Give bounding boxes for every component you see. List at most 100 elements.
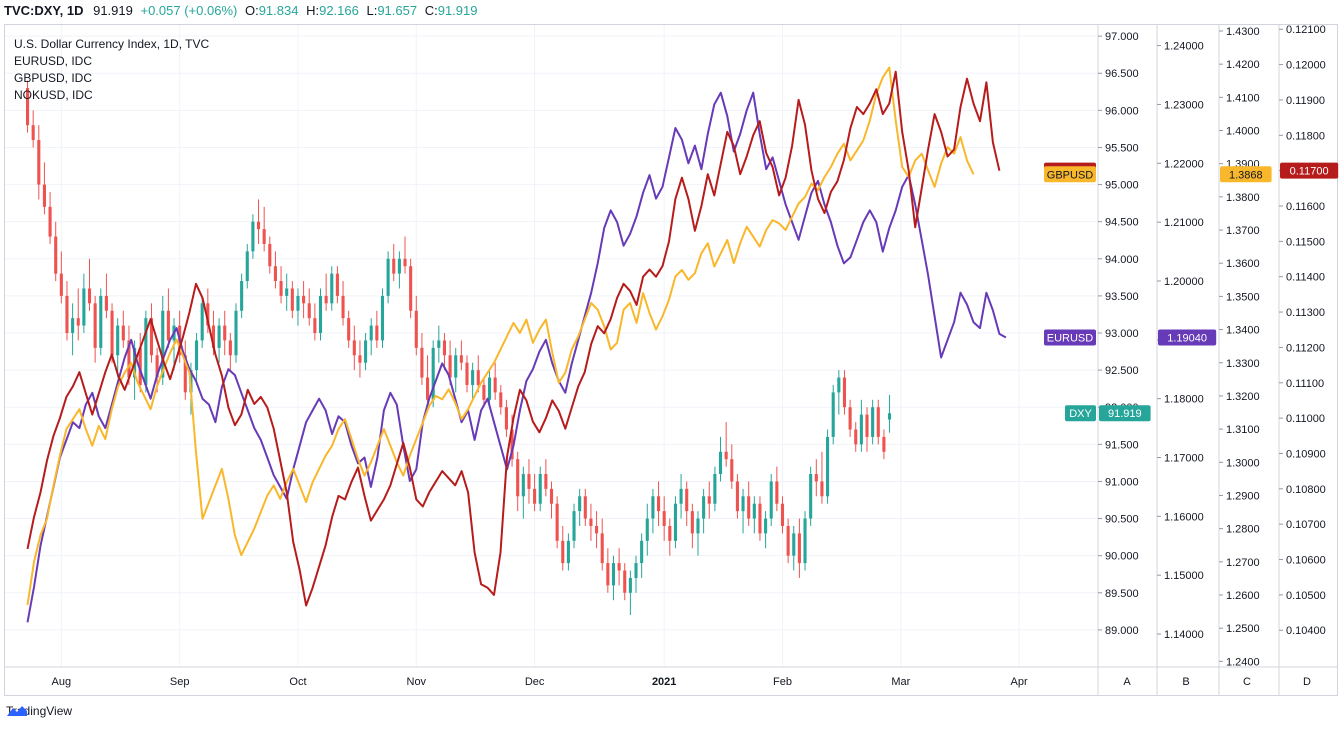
dxy-candle-body [228, 340, 232, 356]
dxy-candle-body [251, 221, 255, 252]
dxy-candle-body [166, 310, 170, 341]
dxy-candle-body [842, 377, 847, 408]
dxy-candle-body [871, 407, 875, 437]
dxy-candle-body [200, 303, 204, 341]
dxy-candle-body [290, 288, 294, 311]
dxy-candle-body [217, 325, 221, 348]
dxy-candle-body [831, 392, 835, 437]
dxy-candle-body [25, 88, 30, 126]
dxy-candle-body [442, 340, 447, 356]
axis-d-tick-label: 0.11900 [1286, 95, 1325, 107]
dxy-candle-body [397, 258, 401, 274]
axis-c-tick-label: 1.4000 [1226, 126, 1260, 138]
dxy-candle-body [651, 496, 655, 519]
eurusd-price-badge [1158, 329, 1217, 346]
dxy-candle-body [392, 258, 396, 274]
axis-c-tick-label: 1.2700 [1226, 557, 1260, 569]
dxy-candle-body [549, 488, 554, 504]
chart-header: TVC:DXY, 1D 91.919 +0.057 (+0.06%) O:91.… [0, 0, 1344, 22]
dxy-candle-body [285, 288, 289, 296]
dxy-candle-body [206, 303, 210, 326]
dxy-candle-body [240, 281, 244, 311]
axis-a-tick-label: 94.000 [1105, 254, 1139, 266]
dxy-candle-body [471, 370, 475, 385]
dxy-candle-body [493, 377, 497, 393]
plot-area[interactable] [25, 66, 1007, 623]
axis-a-tick-label: 96.500 [1105, 68, 1139, 80]
open-value: 91.834 [258, 3, 299, 18]
axis-d-tick-label: 0.10800 [1286, 484, 1326, 496]
axis-c-tick-label: 1.3700 [1226, 225, 1260, 237]
axis-b-tick-label: 1.18000 [1164, 394, 1204, 406]
dxy-candle-body [730, 459, 734, 482]
dxy-candle-body [656, 496, 661, 512]
dxy-candle-body [262, 229, 266, 244]
legend-item-gbpusd[interactable]: GBPUSD, IDC [14, 71, 93, 85]
dxy-candle-body [611, 563, 616, 586]
price-change: +0.057 (+0.06%) [140, 3, 238, 18]
dxy-candle-body [223, 325, 227, 341]
dxy-candle-body [600, 533, 604, 564]
dxy-candle-body [764, 518, 768, 534]
dxy-candle-body [769, 481, 773, 519]
dxy-price-badge-label: 91.919 [1108, 408, 1142, 420]
axis-c-tick-label: 1.3200 [1226, 391, 1260, 403]
x-tick-label: Feb [773, 676, 792, 688]
dxy-candle-body [465, 362, 469, 385]
dxy-candle-body [690, 511, 694, 534]
axis-c-tick-label: 1.3100 [1226, 424, 1260, 436]
chart-legend: U.S. Dollar Currency Index, 1D, TVC EURU… [14, 36, 209, 104]
dxy-candle-body [420, 347, 424, 378]
axis-b-tick-label: 1.22000 [1164, 158, 1204, 170]
close-label: C: [424, 3, 438, 18]
axis-c-tick-label: 1.3500 [1226, 291, 1260, 303]
axis-b-tick-label: 1.17000 [1164, 453, 1204, 465]
axis-a-tick-label: 91.000 [1105, 476, 1139, 488]
axis-b-tick-label: 1.20000 [1164, 276, 1204, 288]
axis-d-tick-label: 0.11500 [1286, 236, 1325, 248]
dxy-candle-body [279, 281, 283, 296]
dxy-candle-body [87, 288, 92, 304]
gbpusd-price-badge-label: 1.3868 [1229, 169, 1263, 181]
dxy-candle-body [786, 525, 790, 556]
dxy-candle-body [273, 266, 277, 282]
legend-item-eurusd[interactable]: EURUSD, IDC [14, 54, 93, 68]
axis-a-tick-label: 94.500 [1105, 217, 1139, 229]
dxy-candle-body [640, 540, 644, 564]
dxy-candle-body [352, 340, 356, 356]
dxy-candle-body [516, 459, 520, 497]
dxy-candle-body [634, 563, 638, 578]
dxy-candle-body [876, 407, 880, 437]
dxy-candle-body [555, 503, 559, 541]
axis-d-tick-label: 0.11000 [1286, 413, 1325, 425]
dxy-candle-body [386, 258, 390, 296]
dxy-candle-body [341, 295, 345, 319]
dxy-candle-body [623, 570, 627, 593]
symbol-label[interactable]: TVC:DXY, 1D [4, 3, 84, 18]
dxy-candle-body [155, 355, 159, 378]
dxy-candle-body [533, 488, 537, 504]
dxy-candle-body [595, 525, 599, 534]
dxy-candle-body [741, 496, 745, 512]
axis-d-tick-label: 0.10900 [1286, 448, 1326, 460]
dxy-candle-body [330, 273, 334, 304]
dxy-price-badge [1099, 405, 1151, 422]
dxy-candle-body [93, 303, 97, 348]
dxy-candle-body [127, 340, 131, 378]
legend-item-dxy[interactable]: U.S. Dollar Currency Index, 1D, TVC [14, 37, 210, 51]
eurusd-name-badge [1044, 329, 1096, 346]
dxy-candle-body [865, 414, 869, 437]
dxy-candle-body [59, 273, 63, 296]
chart-frame[interactable] [4, 24, 1338, 696]
axis-d-tick-label: 0.12100 [1286, 24, 1326, 36]
dxy-candle-body [696, 518, 700, 534]
axis-c-tick-label: 1.4300 [1226, 26, 1260, 38]
dxy-candle-body [65, 295, 69, 334]
tradingview-footer[interactable]: TradingView [6, 704, 72, 718]
dxy-candle-body [476, 370, 480, 385]
legend-item-nokusd[interactable]: NOKUSD, IDC [14, 88, 93, 102]
dxy-candle-body [364, 340, 368, 363]
axis-d-tick-label: 0.11300 [1286, 307, 1325, 319]
dxy-candle-body [499, 392, 503, 408]
chart-canvas[interactable]: 97.000 96.500 96.000 95.500 95.000 94.500 94.0… [0, 0, 1344, 700]
